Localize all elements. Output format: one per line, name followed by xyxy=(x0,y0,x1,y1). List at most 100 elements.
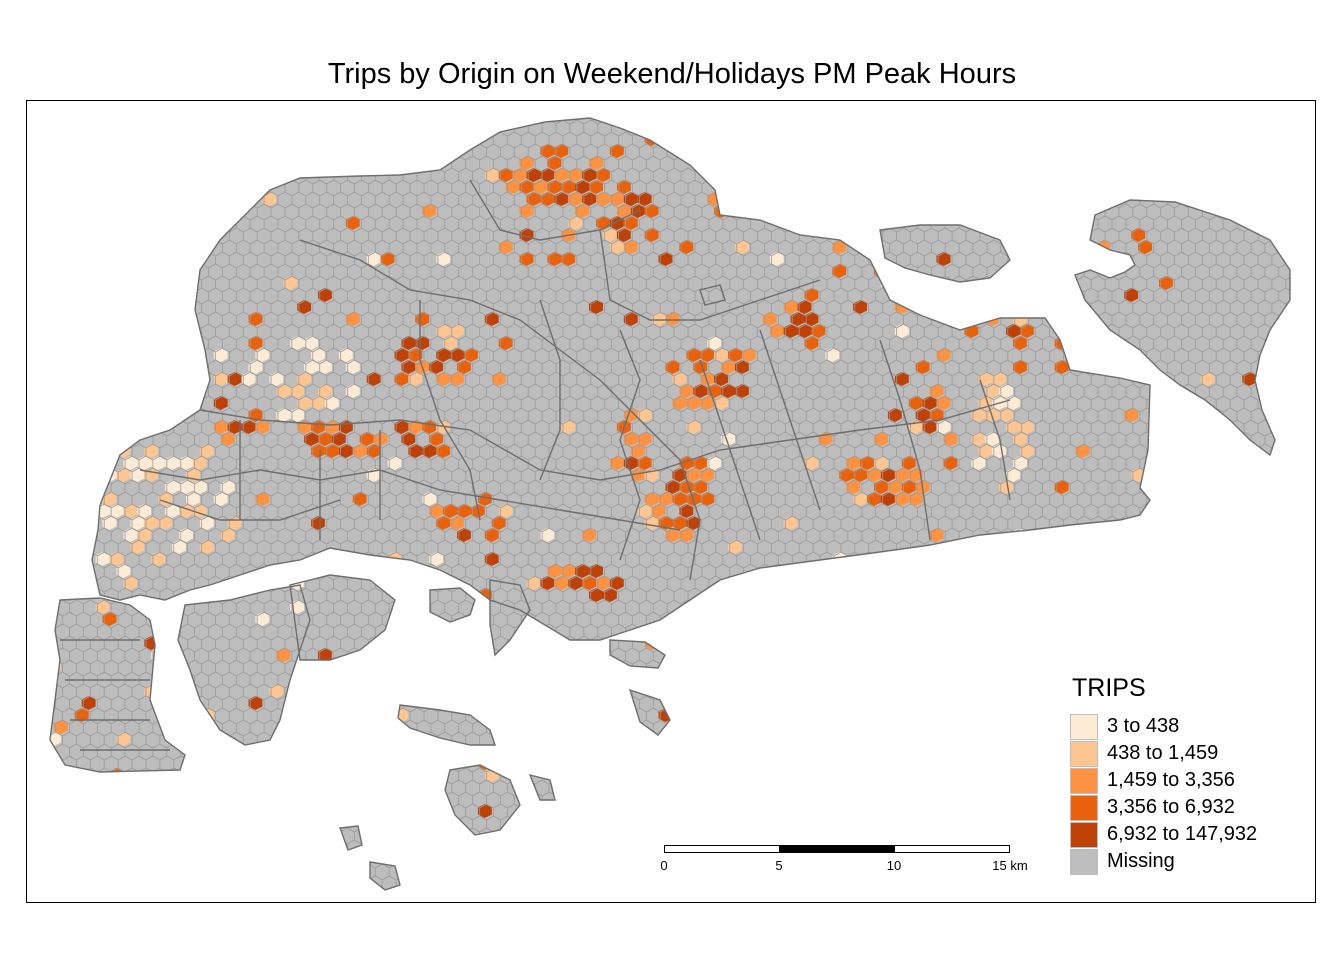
hex-cell xyxy=(575,852,590,866)
hex-cell xyxy=(67,504,82,518)
hex-cell xyxy=(498,696,513,710)
legend-swatch xyxy=(1070,848,1098,875)
hex-cell xyxy=(943,648,958,662)
hex-cell xyxy=(721,720,735,734)
hex-cell xyxy=(1200,588,1215,602)
hex-cell xyxy=(860,216,874,230)
hex-cell xyxy=(526,720,541,734)
hex-cell xyxy=(721,600,735,614)
hex-cell xyxy=(728,828,742,842)
hex-cell xyxy=(1047,828,1062,842)
hex-cell xyxy=(756,900,770,914)
scale-tick-10: 10 xyxy=(886,858,902,873)
legend-label: 1,459 to 3,356 xyxy=(1107,769,1235,791)
hex-cell xyxy=(1277,576,1290,590)
hex-cell xyxy=(922,300,937,314)
hex-cell xyxy=(901,288,916,302)
hex-cell xyxy=(950,780,965,794)
hex-cell xyxy=(491,708,506,722)
hex-cell xyxy=(811,204,826,218)
hex-cell xyxy=(880,732,895,746)
hex-cell xyxy=(401,120,416,134)
hex-cell xyxy=(950,612,965,626)
scale-tick-0: 0 xyxy=(660,858,668,873)
hex-cell xyxy=(790,888,805,890)
hex-cell xyxy=(971,912,985,926)
hex-cell xyxy=(165,600,179,614)
legend-swatch xyxy=(1070,821,1098,848)
hex-cell xyxy=(596,720,610,734)
hex-cell xyxy=(1054,264,1069,278)
hex-cell xyxy=(67,144,82,158)
hex-cell xyxy=(887,744,902,758)
hex-cell xyxy=(1193,600,1208,614)
legend-item: 438 to 1,459 xyxy=(1070,740,1300,767)
hex-cell xyxy=(248,744,263,758)
hex-cell xyxy=(1165,384,1180,398)
hex-cell xyxy=(1200,612,1215,626)
hex-cell xyxy=(1117,132,1132,146)
hex-cell xyxy=(269,756,284,770)
hex-cell xyxy=(915,192,930,206)
hex-cell xyxy=(637,888,652,890)
hex-cell xyxy=(359,672,374,686)
hex-cell xyxy=(290,120,305,134)
hex-cell xyxy=(874,216,888,230)
hex-cell xyxy=(1249,528,1264,542)
hex-cell xyxy=(922,660,937,674)
legend-label: 6,932 to 147,932 xyxy=(1107,823,1258,845)
hex-cell xyxy=(1277,432,1290,446)
hex-cell xyxy=(915,552,930,566)
hex-cell xyxy=(999,552,1013,566)
legend: TRIPS 3 to 438 438 to 1,459 1,459 to 3,356… xyxy=(1070,674,1300,875)
hex-cell xyxy=(762,672,777,686)
hex-cell xyxy=(116,156,131,170)
hex-cell xyxy=(762,816,777,830)
hex-cell xyxy=(88,468,103,482)
hex-cell xyxy=(1061,636,1076,650)
legend-label: 3,356 to 6,932 xyxy=(1107,796,1235,818)
hex-cell xyxy=(144,804,159,818)
hex-cell xyxy=(797,588,812,602)
hex-cell xyxy=(860,120,874,134)
hex-cell xyxy=(714,660,729,674)
hex-cell xyxy=(880,612,895,626)
hex-cell xyxy=(1172,468,1187,482)
scale-tick-5: 5 xyxy=(775,858,783,873)
hex-cell xyxy=(1033,252,1048,266)
hex-cell xyxy=(95,192,110,206)
hex-cell xyxy=(964,828,979,842)
hex-cell xyxy=(853,156,868,170)
hex-cell xyxy=(186,204,200,218)
hex-cell xyxy=(74,492,89,506)
hex-cell xyxy=(241,756,256,770)
hex-cell xyxy=(88,804,103,818)
hex-cell xyxy=(1117,660,1132,674)
hex-cell xyxy=(818,744,833,758)
hex-cell xyxy=(1172,156,1187,170)
hex-cell xyxy=(554,744,569,758)
hex-cell xyxy=(74,804,89,818)
legend-swatch xyxy=(1070,740,1098,767)
hex-cell xyxy=(137,168,152,182)
hex-cell xyxy=(971,552,986,566)
hex-cell xyxy=(220,840,235,854)
hex-cell xyxy=(693,816,708,830)
hex-cell xyxy=(366,132,381,146)
hex-cell xyxy=(67,576,82,590)
hex-cell xyxy=(1186,118,1201,122)
hex-cell xyxy=(1054,792,1069,806)
hex-cell xyxy=(790,696,805,710)
hex-cell xyxy=(1013,720,1027,734)
scale-unit: km xyxy=(1010,858,1028,873)
hex-cell xyxy=(735,720,749,734)
legend-title: TRIPS xyxy=(1072,674,1146,702)
hex-cell xyxy=(957,888,972,890)
hex-cell xyxy=(943,624,958,638)
hex-cell xyxy=(151,168,166,182)
hex-cell xyxy=(602,804,617,818)
hex-cell xyxy=(415,648,430,662)
hex-cell xyxy=(165,168,179,182)
hex-cell xyxy=(381,900,395,914)
legend-item: Missing xyxy=(1070,848,1300,875)
